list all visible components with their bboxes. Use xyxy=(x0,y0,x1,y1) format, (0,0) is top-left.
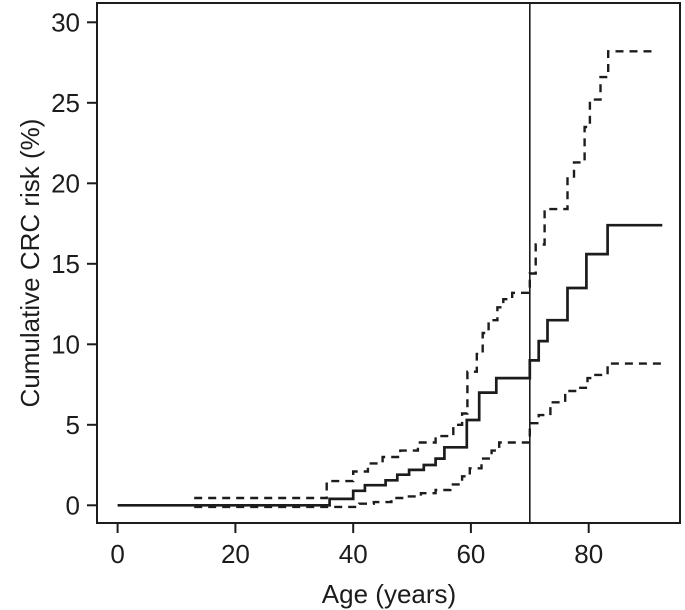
upper-95ci-line xyxy=(194,50,657,500)
y-tick-label: 5 xyxy=(66,410,80,440)
x-axis-title: Age (years) xyxy=(321,579,457,609)
y-tick-label: 10 xyxy=(51,329,80,359)
lower-95ci-line xyxy=(194,362,663,509)
x-tick-label: 80 xyxy=(574,539,603,569)
y-axis-title: Cumulative CRC risk (%) xyxy=(15,118,45,408)
y-tick-label: 15 xyxy=(51,249,80,279)
y-tick-label: 30 xyxy=(51,7,80,37)
x-tick-label: 60 xyxy=(456,539,485,569)
x-tick-label: 0 xyxy=(110,539,124,569)
cumulative-crc-risk-estimate-line xyxy=(117,223,663,507)
x-tick-label: 40 xyxy=(339,539,368,569)
plot-border xyxy=(96,2,681,524)
y-tick-label: 20 xyxy=(51,168,80,198)
y-tick-label: 0 xyxy=(66,490,80,520)
y-tick-label: 25 xyxy=(51,88,80,118)
x-tick-label: 20 xyxy=(221,539,250,569)
